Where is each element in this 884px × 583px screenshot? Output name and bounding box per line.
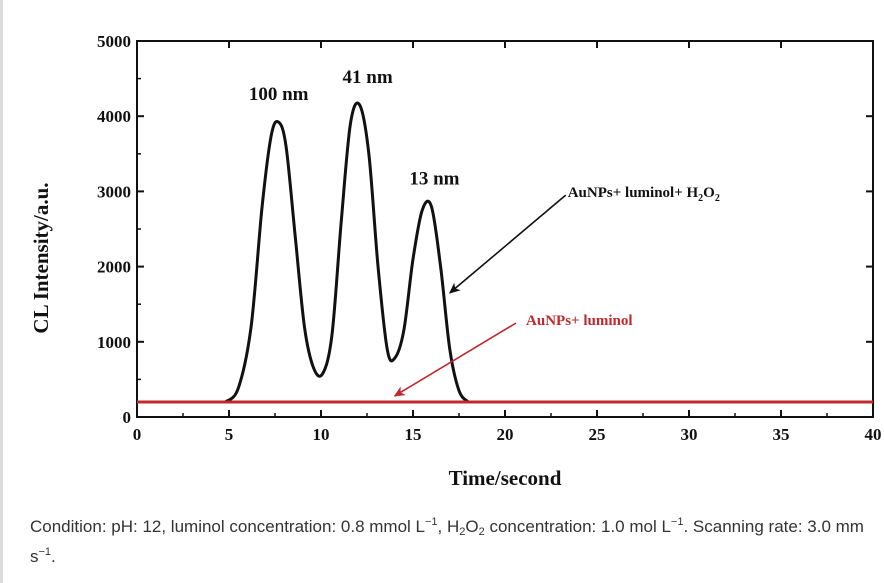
x-tick-label: 5 [225, 425, 234, 444]
y-tick-label: 1000 [97, 333, 131, 352]
label-part: AuNPs+ luminol+ H [568, 185, 699, 201]
label-part: 2 [698, 193, 703, 204]
caption-sub-1: 2 [459, 526, 466, 538]
peak-label: 100 nm [249, 84, 309, 105]
label-part: 2 [715, 193, 720, 204]
caption-sub-2: 2 [478, 526, 485, 538]
plot-frame [136, 40, 874, 418]
page-left-border [0, 0, 3, 583]
caption-text-3: O [465, 517, 479, 536]
x-tick-label: 0 [133, 425, 142, 444]
y-tick-label: 4000 [97, 107, 131, 126]
x-tick-label: 10 [313, 425, 330, 444]
cl-intensity-chart: 0 5 10 15 20 25 30 35 40 0 1000 2000 3000 4000 5000 100… [29, 32, 882, 490]
y-axis-label: CL Intensity/a.u. [29, 182, 53, 333]
x-tick-label: 30 [681, 425, 698, 444]
x-tick-label: 40 [865, 425, 882, 444]
annotation-arrow-black [449, 194, 567, 294]
caption-text-4: concentration: 1.0 mol L [484, 517, 671, 536]
x-tick-label: 25 [589, 425, 606, 444]
caption-sup-1: −1 [424, 516, 438, 528]
caption-text-6: . [51, 547, 56, 566]
peak-label: 13 nm [409, 168, 459, 189]
caption-text-2: , H [437, 517, 460, 536]
x-tick-label: 20 [497, 425, 514, 444]
peak-label: 41 nm [343, 67, 393, 88]
caption-sup-3: −1 [38, 546, 52, 558]
caption-text-5: . Scanning rate: 3.0 mm s [30, 517, 864, 566]
x-axis-label: Time/second [449, 466, 562, 490]
y-tick-label: 5000 [97, 32, 131, 51]
label-part: O [703, 185, 715, 201]
x-tick-label: 15 [405, 425, 422, 444]
caption-text-1: Condition: pH: 12, luminol concentration… [30, 517, 425, 536]
plot-area: 0 5 10 15 20 25 30 35 40 0 1000 2000 3000 4000 5000 100… [97, 32, 882, 444]
figure-caption: Condition: pH: 12, luminol concentration… [30, 512, 870, 572]
annotation-arrow-red [393, 322, 517, 397]
y-tick-label: 3000 [97, 182, 131, 201]
y-tick-label: 2000 [97, 258, 131, 277]
caption-sup-2: −1 [670, 516, 684, 528]
x-tick-label: 35 [773, 425, 790, 444]
series-line-aunps-luminol-h2o2 [224, 101, 470, 404]
series-label-aunps-luminol-h2o2: AuNPs+ luminol+ H2O2 [568, 185, 720, 204]
y-tick-label: 0 [123, 408, 132, 427]
series-label-aunps-luminol: AuNPs+ luminol [526, 313, 633, 329]
